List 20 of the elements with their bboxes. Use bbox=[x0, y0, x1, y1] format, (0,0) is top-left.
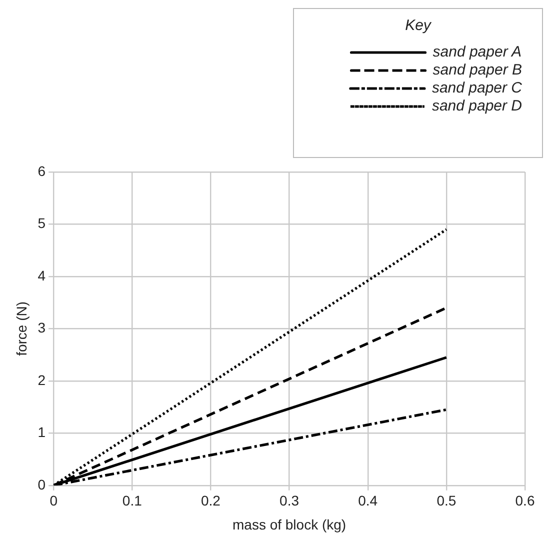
y-tick-label: 5 bbox=[38, 215, 46, 232]
x-tick-label: 0.2 bbox=[200, 492, 221, 509]
x-axis-title: mass of block (kg) bbox=[232, 516, 346, 532]
x-tick-label: 0.5 bbox=[436, 492, 456, 509]
x-tick-label: 0.4 bbox=[358, 492, 378, 509]
x-tick-label: 0.3 bbox=[280, 492, 300, 509]
x-tick-label: 0 bbox=[50, 492, 58, 509]
y-tick-label: 0 bbox=[38, 476, 46, 492]
y-tick-label: 2 bbox=[38, 372, 46, 388]
y-tick-label: 6 bbox=[38, 162, 46, 179]
legend-label: sand paper C bbox=[432, 80, 522, 97]
y-tick-label: 1 bbox=[38, 424, 46, 440]
y-tick-label: 4 bbox=[38, 267, 46, 284]
x-tick-label: 0.6 bbox=[515, 492, 535, 509]
legend-label: sand paper D bbox=[432, 98, 522, 115]
y-tick-label: 3 bbox=[38, 320, 46, 336]
x-tick-label: 0.1 bbox=[122, 492, 142, 509]
legend-label: sand paper A bbox=[432, 44, 522, 61]
y-axis-title: force (N) bbox=[13, 301, 30, 356]
legend-label: sand paper B bbox=[432, 62, 522, 79]
